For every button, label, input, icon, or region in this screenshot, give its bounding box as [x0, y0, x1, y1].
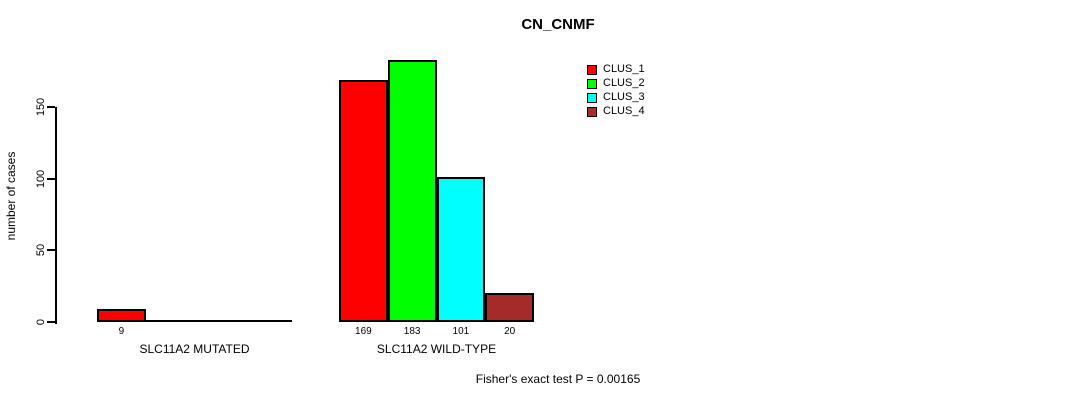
legend-swatch-icon [587, 106, 597, 117]
legend-label: CLUS_3 [603, 91, 645, 103]
y-axis-label: number of cases [4, 151, 18, 241]
x-category-label: SLC11A2 MUTATED [139, 342, 250, 356]
legend-item-CLUS_2: CLUS_2 [587, 77, 645, 90]
y-tick-mark [47, 177, 55, 180]
bar-CLUS_1 [97, 309, 146, 322]
legend-item-CLUS_1: CLUS_1 [587, 63, 645, 76]
bar-CLUS_1 [339, 80, 388, 322]
bar-value-label: 183 [403, 326, 421, 337]
bar-value-label: 9 [118, 326, 125, 337]
legend-swatch-icon [587, 64, 597, 75]
legend-swatch-icon [587, 92, 597, 103]
x-category-label: SLC11A2 WILD-TYPE [376, 342, 497, 356]
stat-test-note: Fisher's exact test P = 0.00165 [475, 372, 641, 386]
legend-item-CLUS_3: CLUS_3 [587, 91, 645, 104]
y-tick-label: 0 [35, 318, 47, 326]
group-baseline [97, 320, 292, 322]
bar-CLUS_4 [485, 293, 534, 322]
bar-value-label: 101 [452, 326, 470, 337]
y-tick-label: 100 [35, 169, 47, 188]
y-tick-mark [47, 321, 55, 323]
y-tick-label: 50 [35, 244, 47, 257]
chart-title: CN_CNMF [521, 16, 595, 33]
legend-label: CLUS_4 [603, 105, 645, 117]
bar-CLUS_2 [387, 60, 437, 322]
legend-item-CLUS_4: CLUS_4 [587, 105, 645, 118]
legend-label: CLUS_1 [603, 63, 645, 75]
bar-CLUS_3 [436, 177, 486, 322]
legend: CLUS_1 CLUS_2 CLUS_3 CLUS_4 [587, 63, 645, 119]
y-tick-mark [47, 106, 55, 108]
y-tick-label: 150 [35, 97, 47, 117]
y-tick-mark [47, 249, 55, 252]
bar-value-label: 169 [355, 326, 372, 337]
bar-value-label: 20 [504, 326, 516, 337]
legend-swatch-icon [587, 78, 597, 89]
y-axis-line [55, 107, 57, 324]
legend-label: CLUS_2 [603, 77, 645, 89]
